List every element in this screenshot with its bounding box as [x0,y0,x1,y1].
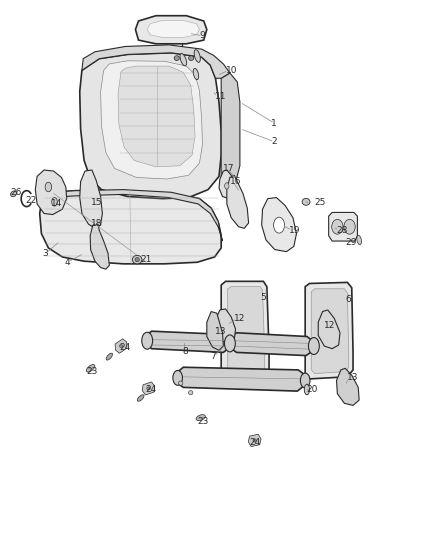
Polygon shape [145,331,230,352]
Text: 26: 26 [10,188,21,197]
Polygon shape [80,53,221,199]
Ellipse shape [300,373,310,388]
Polygon shape [82,45,230,78]
Polygon shape [115,339,127,353]
Polygon shape [147,20,199,37]
Ellipse shape [45,182,52,192]
Ellipse shape [188,391,193,395]
Polygon shape [40,190,221,264]
Text: 14: 14 [51,199,63,208]
Text: 22: 22 [25,196,37,205]
Text: 16: 16 [230,177,241,186]
Polygon shape [207,312,223,350]
Text: 23: 23 [86,367,98,376]
Ellipse shape [332,219,343,234]
Text: 15: 15 [91,198,102,207]
Polygon shape [221,73,240,182]
Ellipse shape [119,344,123,348]
Ellipse shape [225,183,229,189]
Text: 13: 13 [215,327,226,336]
Text: 18: 18 [91,219,102,228]
Text: 25: 25 [315,198,326,207]
Polygon shape [311,289,349,374]
Ellipse shape [11,191,17,197]
Polygon shape [248,434,261,447]
Text: 20: 20 [306,385,318,394]
Ellipse shape [180,53,187,66]
Text: 24: 24 [145,385,156,394]
Ellipse shape [179,381,183,385]
Ellipse shape [193,68,199,79]
Text: 9: 9 [199,31,205,41]
Text: 23: 23 [197,417,208,426]
Polygon shape [135,15,207,44]
Text: 1: 1 [271,119,277,128]
Ellipse shape [106,353,113,360]
Text: 13: 13 [347,373,359,382]
Polygon shape [215,309,236,343]
Text: 29: 29 [345,238,357,247]
Polygon shape [118,66,195,167]
Ellipse shape [173,370,183,385]
Ellipse shape [137,395,144,401]
Polygon shape [80,170,102,228]
Polygon shape [101,61,202,179]
Ellipse shape [344,219,355,234]
Polygon shape [142,382,155,395]
Text: 24: 24 [119,343,130,352]
Text: 5: 5 [260,293,266,302]
Ellipse shape [86,365,95,372]
Ellipse shape [308,337,319,354]
Ellipse shape [194,50,200,62]
Text: 4: 4 [64,258,70,266]
Polygon shape [219,170,236,199]
Text: 6: 6 [345,295,351,304]
Polygon shape [35,170,67,215]
Polygon shape [228,287,265,374]
Polygon shape [229,333,314,356]
Ellipse shape [142,332,152,349]
Polygon shape [90,224,110,269]
Text: 8: 8 [182,347,188,356]
Ellipse shape [224,335,235,352]
Polygon shape [221,281,269,379]
Ellipse shape [304,384,310,395]
Polygon shape [41,190,223,241]
Text: 19: 19 [289,226,300,235]
Ellipse shape [52,198,57,206]
Text: 11: 11 [215,92,226,101]
Text: 2: 2 [271,138,277,147]
Polygon shape [227,175,249,228]
Text: 12: 12 [323,321,335,330]
Ellipse shape [188,56,194,61]
Text: 24: 24 [250,438,261,447]
Polygon shape [328,213,357,241]
Text: 10: 10 [226,66,237,75]
Ellipse shape [147,387,150,390]
Ellipse shape [196,415,205,421]
Ellipse shape [274,217,285,233]
Ellipse shape [135,257,139,262]
Polygon shape [336,368,359,406]
Polygon shape [305,282,353,379]
Polygon shape [318,310,340,349]
Text: 28: 28 [336,226,348,235]
Polygon shape [176,367,306,391]
Ellipse shape [357,236,361,245]
Ellipse shape [132,255,142,264]
Ellipse shape [168,70,173,82]
Text: 3: 3 [43,249,49,258]
Polygon shape [261,198,297,252]
Ellipse shape [253,439,256,442]
Text: 12: 12 [234,314,246,323]
Text: 7: 7 [210,352,216,361]
Ellipse shape [302,198,310,205]
Text: 17: 17 [223,164,235,173]
Ellipse shape [174,56,180,61]
Text: 21: 21 [141,255,152,264]
